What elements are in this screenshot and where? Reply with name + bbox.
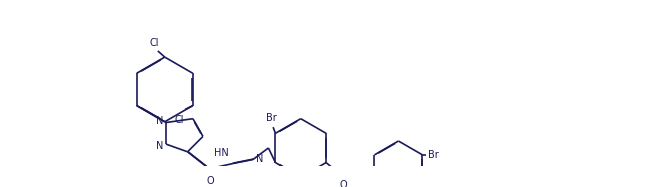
Text: N: N <box>256 154 263 164</box>
Text: Br: Br <box>428 150 439 160</box>
Text: O: O <box>340 180 347 187</box>
Text: Br: Br <box>266 113 277 122</box>
Text: HN: HN <box>214 148 229 158</box>
Text: N: N <box>155 116 163 126</box>
Text: Cl: Cl <box>149 38 159 48</box>
Text: O: O <box>206 176 214 186</box>
Text: Cl: Cl <box>175 115 184 125</box>
Text: N: N <box>155 141 163 151</box>
